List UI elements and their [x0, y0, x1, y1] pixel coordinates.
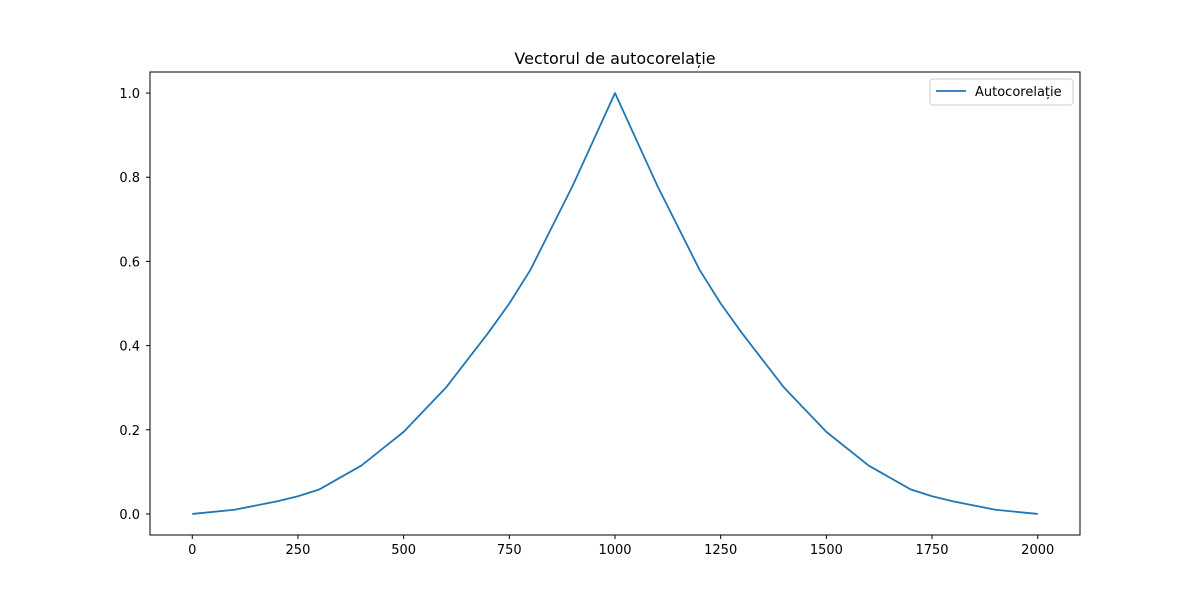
legend-box — [929, 78, 1074, 106]
plot-area — [192, 92, 1038, 515]
x-tick-label: 250 — [286, 543, 311, 558]
x-tick-label: 1750 — [915, 543, 948, 558]
axes-frame — [149, 71, 1081, 536]
y-tick-label: 0.6 — [119, 255, 140, 270]
chart-title: Vectorul de autocorelație — [514, 49, 715, 68]
x-tick-label: 750 — [497, 543, 522, 558]
series-line-autocorrelation — [192, 92, 1038, 515]
x-tick-label: 2000 — [1021, 543, 1054, 558]
x-tick-label: 1500 — [810, 543, 843, 558]
x-tick-label: 500 — [391, 543, 416, 558]
y-tick-label: 0.4 — [119, 340, 140, 355]
legend-label: Autocorelație — [975, 85, 1062, 100]
x-tick-label: 0 — [188, 543, 196, 558]
y-tick-label: 0.8 — [119, 171, 140, 186]
x-tick-label: 1000 — [598, 543, 631, 558]
x-tick-label: 1250 — [704, 543, 737, 558]
legend: Autocorelație — [929, 78, 1074, 106]
y-tick-label: 1.0 — [119, 87, 140, 102]
y-tick-label: 0.2 — [119, 424, 140, 439]
axis-ticks: 0 250 500 750 1000 1250 1500 1750 2000 0.0 0.2 0.4 0… — [119, 87, 1054, 558]
y-tick-label: 0.0 — [119, 508, 140, 523]
